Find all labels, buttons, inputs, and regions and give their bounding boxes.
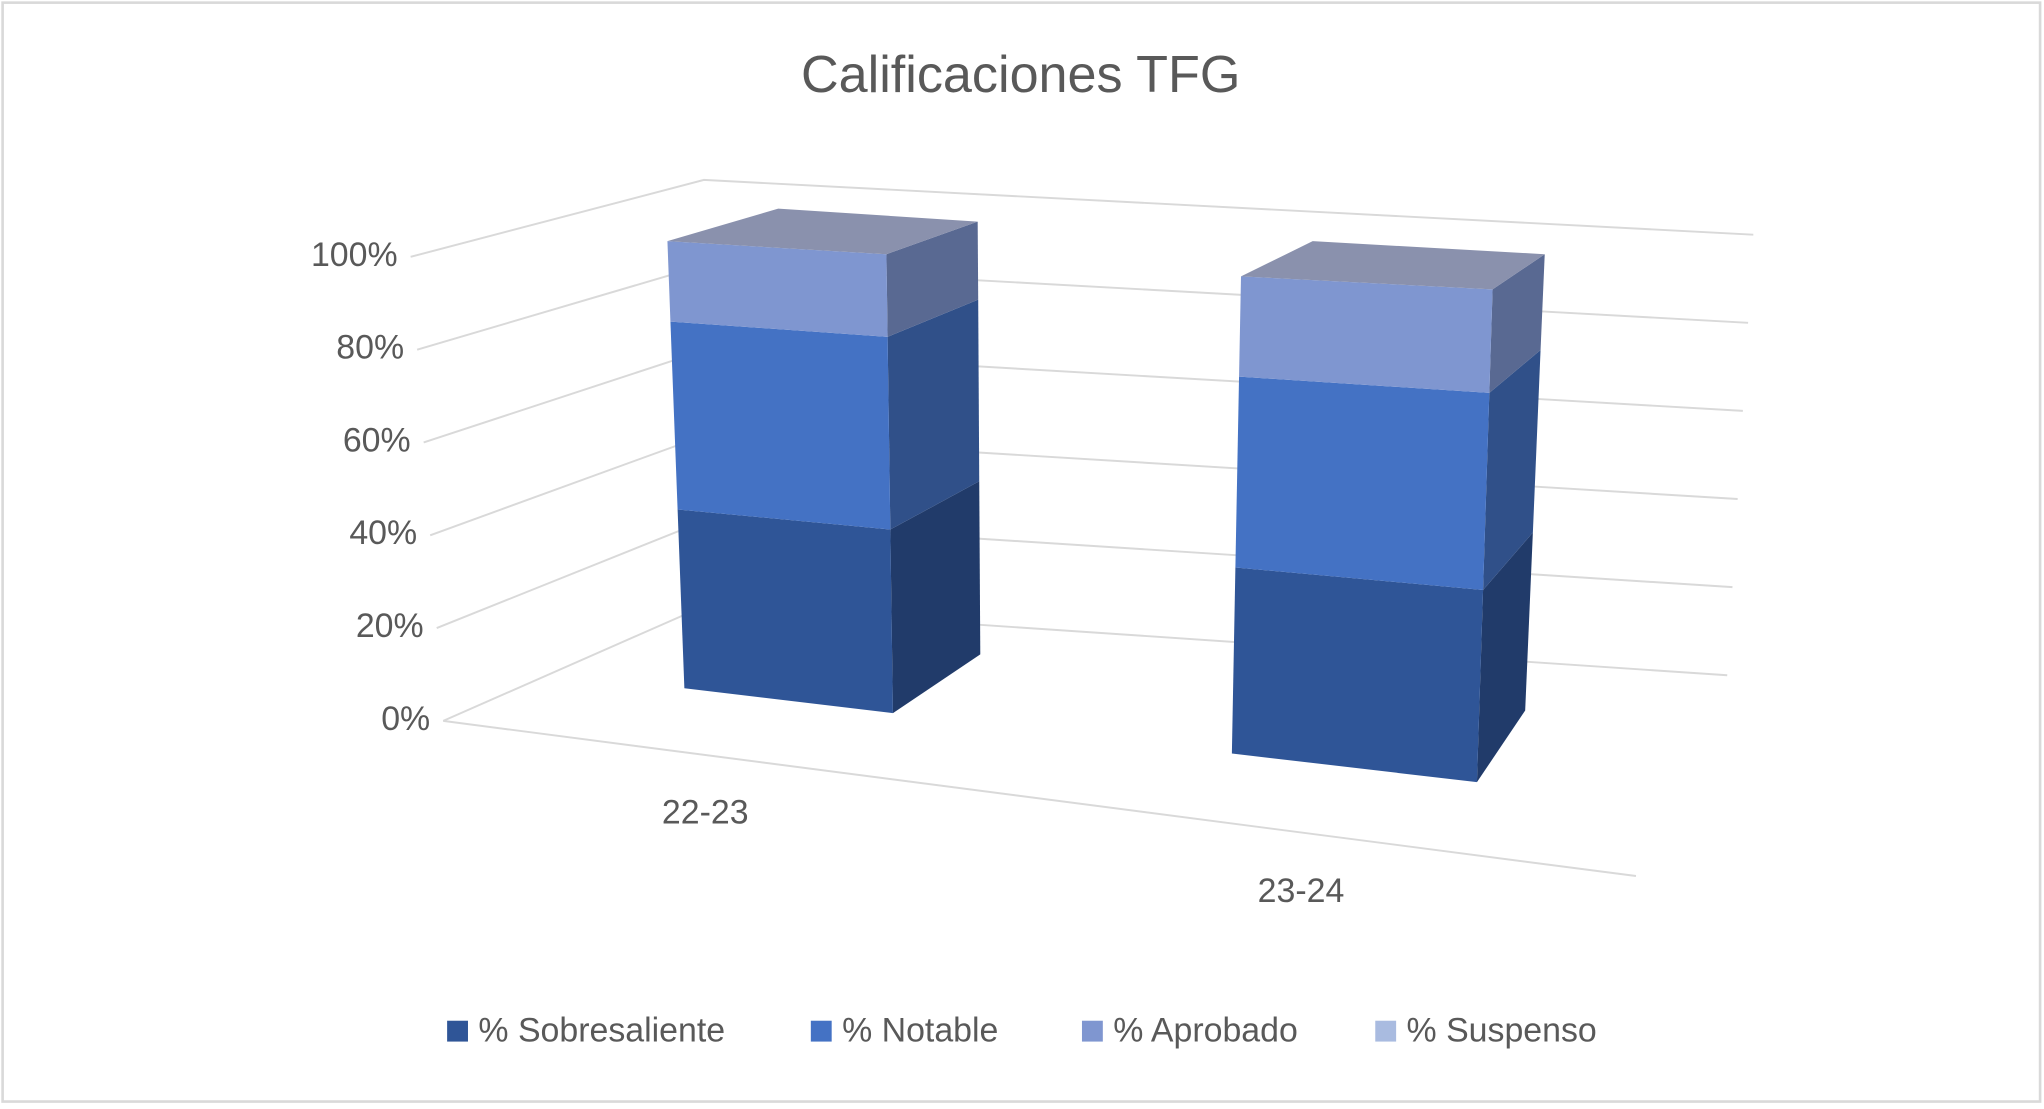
legend-swatch [1081,1020,1103,1042]
floor-edge [443,719,1637,877]
bar-segment [1235,376,1490,591]
bar-segment [1231,567,1484,783]
bar-segment [1239,276,1493,393]
bar-segment [677,509,893,714]
legend-swatch [810,1020,832,1042]
bar-top [667,208,978,255]
y-tick-label: 0% [381,700,430,738]
bar-side [1489,254,1545,393]
x-tick-label: 22-23 [662,794,749,832]
bar-segment [670,321,891,530]
y-tick-label: 80% [336,329,404,367]
chart-title: Calificaciones TFG [801,46,1240,104]
legend-swatch [1375,1020,1397,1042]
legend-label: % Notable [842,1011,998,1049]
bar-side [890,481,981,714]
x-tick-label: 23-24 [1258,872,1345,910]
y-tick-label: 40% [349,514,417,552]
y-tick-label: 20% [356,607,424,645]
legend-label: % Aprobado [1113,1011,1298,1049]
bar-segment [667,241,888,337]
bar-side [886,221,979,337]
y-tick-label: 100% [311,236,398,274]
bar-side [887,299,980,530]
legend-label: % Sobresaliente [478,1011,725,1049]
legend-label: % Suspenso [1407,1011,1597,1049]
grid-line [410,178,1754,258]
legend-swatch [447,1020,468,1042]
y-tick-label: 60% [343,421,411,459]
bar-top [1241,241,1545,290]
bar-side [1476,532,1533,783]
bar-side [1483,350,1541,591]
